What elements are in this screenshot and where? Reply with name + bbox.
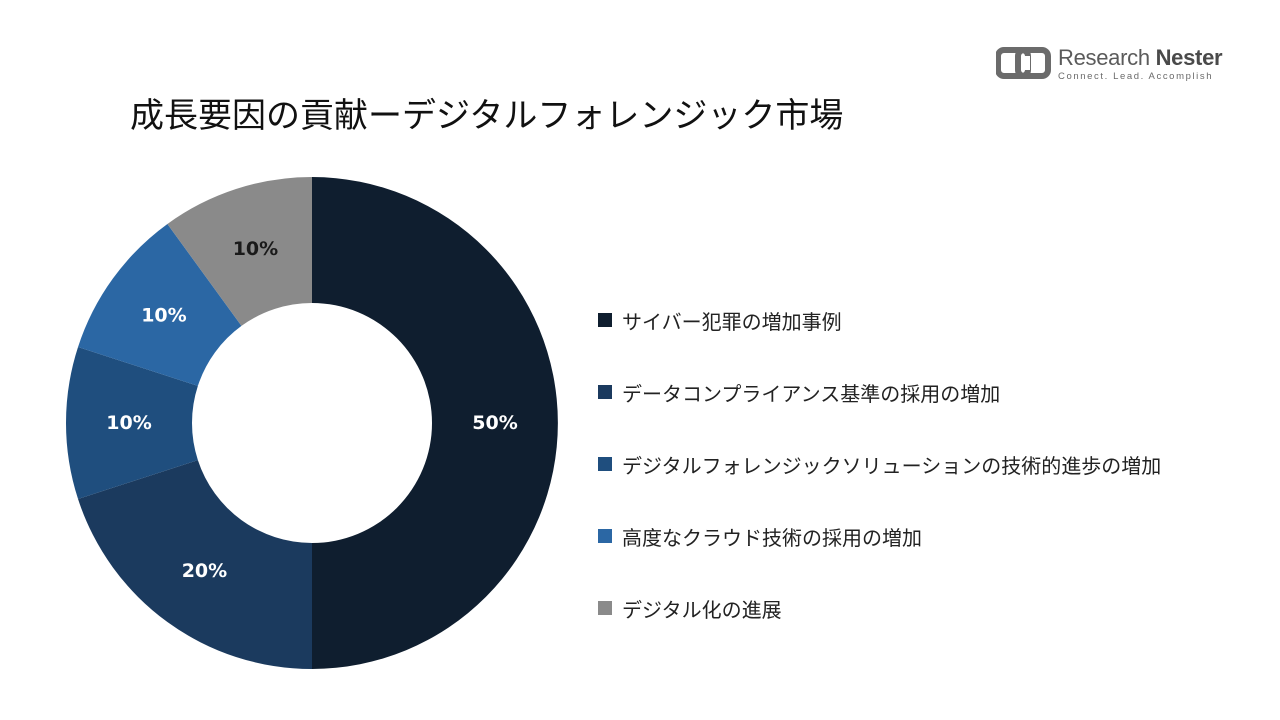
legend-swatch-5 — [598, 601, 612, 615]
legend-label-2: データコンプライアンス基準の採用の増加 — [622, 381, 1001, 406]
legend-swatch-4 — [598, 529, 612, 543]
research-nester-logo: Research Nester Connect. Lead. Accomplis… — [996, 44, 1226, 86]
logo-name-part2: Nester — [1155, 45, 1223, 70]
legend-swatch-3 — [598, 457, 612, 471]
slice-value-label-4: 10% — [141, 304, 186, 326]
donut-chart: 50% 20% 10% 10% 10% — [65, 177, 558, 669]
donut-slice-2 — [78, 460, 312, 669]
logo-tagline: Connect. Lead. Accomplish — [1058, 71, 1214, 82]
donut-slice-5 — [167, 177, 312, 326]
logo-mark-icon — [996, 47, 1051, 79]
donut-slice-3 — [65, 346, 198, 500]
legend-item-3: デジタルフォレンジックソリューションの技術的進歩の増加 — [598, 444, 1161, 484]
slice-value-label-1: 50% — [472, 412, 517, 434]
legend-label-3: デジタルフォレンジックソリューションの技術的進歩の増加 — [622, 453, 1162, 478]
chart-title: 成長要因の貢献ーデジタルフォレンジック市場 — [130, 96, 844, 136]
legend-label-4: 高度なクラウド技術の採用の増加 — [622, 525, 922, 550]
logo-name: Research Nester — [1058, 45, 1223, 71]
legend-item-5: デジタル化の進展 — [598, 588, 782, 628]
legend-swatch-2 — [598, 385, 612, 399]
donut-slice-4 — [78, 223, 242, 386]
legend-label-1: サイバー犯罪の増加事例 — [622, 309, 842, 334]
legend-item-1: サイバー犯罪の増加事例 — [598, 300, 842, 340]
slice-value-label-5: 10% — [233, 238, 278, 260]
logo-name-part1: Research — [1058, 45, 1150, 70]
donut-slice-1 — [312, 177, 558, 669]
legend-swatch-1 — [598, 313, 612, 327]
legend-item-2: データコンプライアンス基準の採用の増加 — [598, 372, 1000, 412]
legend-item-4: 高度なクラウド技術の採用の増加 — [598, 516, 922, 556]
slice-value-label-3: 10% — [106, 412, 151, 434]
slice-value-label-2: 20% — [182, 560, 227, 582]
legend-label-5: デジタル化の進展 — [622, 597, 782, 622]
